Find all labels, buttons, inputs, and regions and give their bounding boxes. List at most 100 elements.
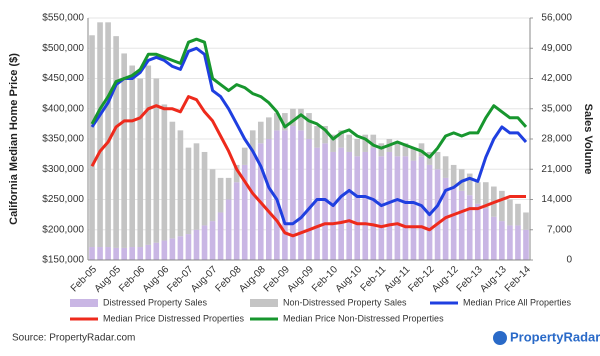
bar — [129, 247, 136, 260]
bar — [282, 130, 288, 260]
legend-label: Non-Distressed Property Sales — [283, 297, 407, 307]
bar — [507, 225, 513, 260]
legend-label: Distressed Property Sales — [103, 297, 208, 307]
bar — [153, 78, 160, 243]
bar — [306, 113, 312, 139]
bar — [314, 147, 320, 260]
x-tick-label: Aug-08 — [237, 264, 268, 295]
line — [90, 95, 526, 238]
y-tick-label: $200,000 — [42, 224, 84, 235]
bar — [482, 182, 489, 209]
y-tick-label: $450,000 — [42, 73, 84, 84]
x-tick-label: Feb-14 — [503, 264, 533, 294]
bar — [209, 169, 216, 222]
x-tick-label: Aug-10 — [334, 264, 365, 295]
bar — [97, 247, 103, 260]
bar — [185, 234, 192, 260]
bar — [274, 113, 280, 131]
bar — [169, 238, 176, 260]
y2-tick-label: 56,000 — [541, 13, 572, 24]
bar — [378, 143, 385, 157]
bar — [209, 221, 216, 260]
bar — [105, 22, 111, 248]
bar — [177, 130, 184, 237]
bar — [378, 156, 385, 260]
bar — [233, 182, 240, 260]
y-tick-label: $350,000 — [42, 134, 84, 145]
bar — [442, 156, 449, 178]
bar — [145, 65, 152, 245]
bar — [306, 139, 312, 260]
y2-tick-label: 14,000 — [541, 194, 572, 205]
bar — [201, 151, 208, 226]
bar — [362, 151, 369, 260]
bar — [466, 195, 473, 260]
y-tick-label: $400,000 — [42, 103, 84, 114]
bar — [105, 247, 111, 260]
source: Source: PropertyRadar.com — [12, 333, 135, 344]
bar — [507, 199, 513, 226]
bar — [523, 229, 529, 260]
bar — [113, 36, 119, 248]
y-tick-label: $300,000 — [42, 164, 84, 175]
legend-swatch — [70, 299, 98, 307]
bar — [97, 22, 103, 248]
bar — [314, 126, 320, 148]
bar — [322, 143, 328, 260]
bar — [354, 156, 361, 260]
bar — [153, 242, 160, 260]
y2-tick-label: 21,000 — [541, 164, 572, 175]
y-tick-label: $250,000 — [42, 194, 84, 205]
bar — [499, 221, 505, 260]
bar — [362, 134, 369, 152]
x-tick-label: Aug-09 — [285, 264, 316, 295]
bar — [225, 199, 232, 260]
x-tick-label: Aug-06 — [141, 264, 172, 295]
y2-tick-label: 42,000 — [541, 73, 572, 84]
bar — [354, 139, 361, 157]
bar — [129, 65, 136, 248]
bar — [89, 35, 95, 248]
logo: PropertyRadar — [510, 329, 600, 344]
line — [90, 46, 528, 226]
bar — [474, 203, 481, 260]
y-tick-label: $150,000 — [42, 255, 84, 266]
bar — [290, 126, 296, 261]
bar — [499, 190, 505, 222]
bar — [241, 164, 248, 260]
bar — [394, 156, 401, 260]
bar — [121, 247, 127, 260]
bar — [201, 225, 208, 260]
bar — [121, 53, 127, 248]
bar — [177, 236, 184, 260]
bar — [386, 151, 393, 260]
bar — [193, 143, 200, 230]
bar — [185, 147, 192, 235]
legend-swatch — [250, 299, 278, 307]
logo-icon — [493, 331, 507, 345]
bar — [370, 147, 377, 260]
bar — [410, 160, 417, 260]
bar — [346, 134, 352, 152]
legend-label: Median Price Distressed Properties — [103, 313, 245, 323]
bar — [169, 121, 176, 239]
x-tick-label: Aug-12 — [430, 264, 461, 295]
bar — [434, 169, 441, 260]
y2-axis-title: Sales Volume — [582, 104, 594, 175]
bar — [370, 134, 377, 148]
bar — [338, 130, 344, 148]
bar — [274, 130, 280, 260]
y-tick-label: $500,000 — [42, 43, 84, 54]
bar — [257, 121, 264, 144]
bar — [137, 247, 144, 260]
bar — [290, 108, 296, 127]
y2-tick-label: 35,000 — [541, 103, 572, 114]
y2-tick-label: 28,000 — [541, 134, 572, 145]
bar — [322, 126, 328, 144]
bar — [249, 151, 256, 260]
bar — [193, 229, 200, 260]
y2-tick-label: 0 — [566, 255, 572, 266]
bar — [418, 156, 425, 260]
y-axis-title: California Median Home Price ($) — [8, 53, 20, 225]
bar — [113, 247, 119, 260]
